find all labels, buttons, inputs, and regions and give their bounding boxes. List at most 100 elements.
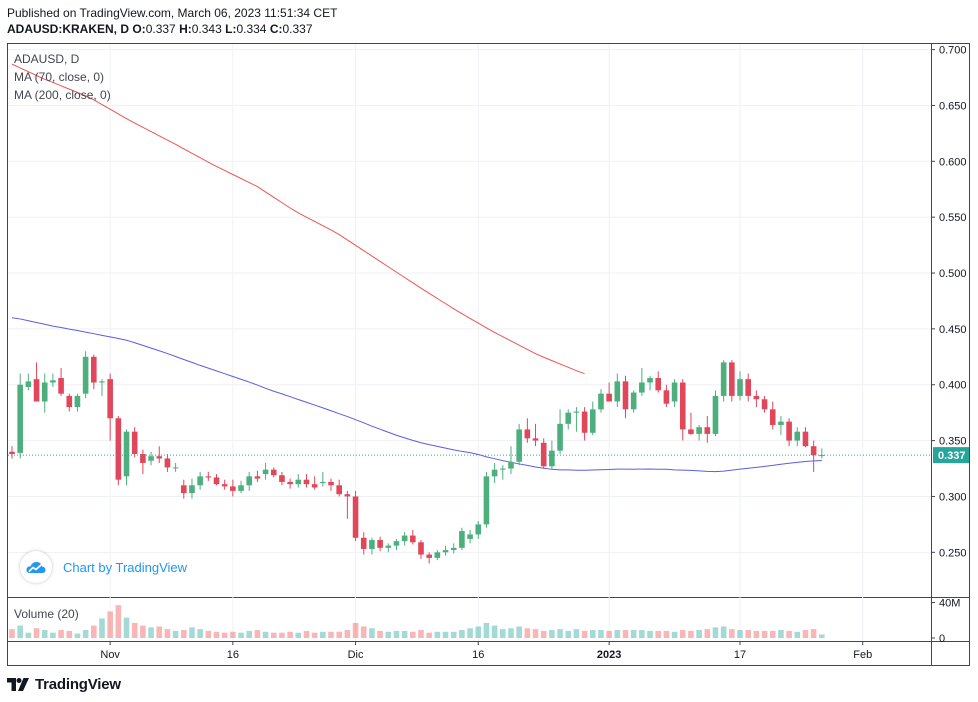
volume-bar (311, 632, 318, 638)
candle-body (459, 531, 465, 548)
candle-body (311, 484, 318, 488)
symbol-label: ADAUSD:KRAKEN, D (7, 22, 129, 36)
candle-body (115, 418, 122, 480)
candle (320, 471, 326, 487)
candle-body (295, 479, 302, 485)
candle (262, 462, 269, 480)
volume-bar (279, 632, 285, 638)
legend-ma200[interactable]: MA (200, close, 0) (14, 88, 111, 102)
candle (41, 373, 48, 413)
volume-bar (704, 629, 711, 638)
candle-body (320, 481, 326, 484)
candle (647, 375, 653, 391)
candle-body (606, 393, 612, 402)
candle (442, 545, 449, 556)
volume-bar (434, 631, 441, 638)
volume-bar (344, 630, 351, 638)
volume-bar (393, 630, 400, 638)
volume-bar (426, 632, 432, 638)
candle-body (140, 454, 146, 463)
volume-bar (369, 628, 375, 638)
candle (230, 479, 236, 497)
volume-bar (712, 627, 719, 638)
candle (630, 390, 637, 413)
candle-body (352, 496, 359, 538)
price-axis[interactable]: 0.700 0.650 0.600 0.550 0.500 0.450 0.400 0.350… (931, 45, 969, 560)
candle (115, 416, 122, 486)
volume-bar (189, 627, 195, 638)
candle-body (500, 468, 506, 470)
candle (524, 418, 531, 443)
ohlc-open: O:0.337 (132, 22, 176, 36)
candle (393, 538, 400, 551)
candle (557, 409, 563, 455)
candle-body (172, 467, 179, 469)
candle (500, 465, 506, 480)
volume-bar (303, 630, 310, 638)
volume-bar (131, 622, 138, 638)
candle (794, 427, 801, 447)
volume-bar (385, 631, 392, 638)
time-axis[interactable]: Nov16Dic16202317FebMar16Abr (100, 641, 978, 661)
tradingview-attribution[interactable]: Chart by TradingView (20, 551, 187, 583)
candle (565, 409, 572, 430)
candle-body (131, 431, 138, 455)
volume-bar (91, 625, 97, 638)
legend-ma70[interactable]: MA (70, close, 0) (14, 70, 105, 84)
candle-body (270, 469, 277, 476)
candle (189, 478, 195, 499)
candle (810, 440, 817, 472)
volume-bar (123, 617, 130, 638)
volume-bar (238, 632, 244, 638)
candle (410, 529, 416, 545)
candle-body (164, 458, 171, 468)
candle-body (344, 494, 351, 497)
volume-bar (729, 629, 735, 638)
last-price-label: 0.337 (938, 450, 966, 462)
volume-bar (442, 631, 449, 638)
candle (221, 479, 228, 490)
price-tick-label: 0.300 (939, 491, 967, 503)
candle (205, 471, 212, 481)
volume-bar (336, 631, 342, 638)
grid (8, 44, 931, 641)
candle (426, 552, 432, 564)
candle (50, 373, 56, 387)
candle-body (213, 477, 220, 485)
candle-body (614, 381, 621, 402)
footer-logo[interactable]: TradingView (7, 675, 121, 693)
price-tick-label: 0.600 (939, 156, 967, 168)
volume-bar (639, 630, 645, 638)
candle (9, 446, 15, 459)
candle (540, 438, 547, 469)
candle (336, 479, 342, 497)
volume-bar (655, 630, 662, 638)
candle-body (99, 381, 105, 383)
volume-bar (377, 630, 383, 638)
candle (107, 373, 113, 441)
candle (238, 480, 244, 494)
candle-body (475, 524, 482, 535)
volume-bar (401, 630, 408, 638)
candle (17, 373, 23, 459)
candle-body (688, 429, 694, 434)
tradingview-logo-icon (7, 677, 29, 691)
volume-bars (9, 605, 825, 638)
candle (679, 379, 686, 441)
volume-bar (74, 633, 81, 638)
candle-body (385, 545, 392, 548)
legend-volume[interactable]: Volume (20) (14, 607, 79, 621)
volume-bar (360, 626, 367, 638)
candle (761, 395, 768, 413)
attribution-text[interactable]: Chart by TradingView (63, 559, 188, 575)
volume-bar (786, 630, 792, 638)
candle-body (745, 379, 751, 396)
volume-bar (769, 630, 776, 638)
candle (532, 423, 539, 447)
volume-bar (148, 627, 154, 638)
volume-bar (606, 630, 612, 638)
candle-body (238, 485, 244, 491)
candle-body (598, 393, 604, 410)
candle-body (82, 356, 89, 394)
